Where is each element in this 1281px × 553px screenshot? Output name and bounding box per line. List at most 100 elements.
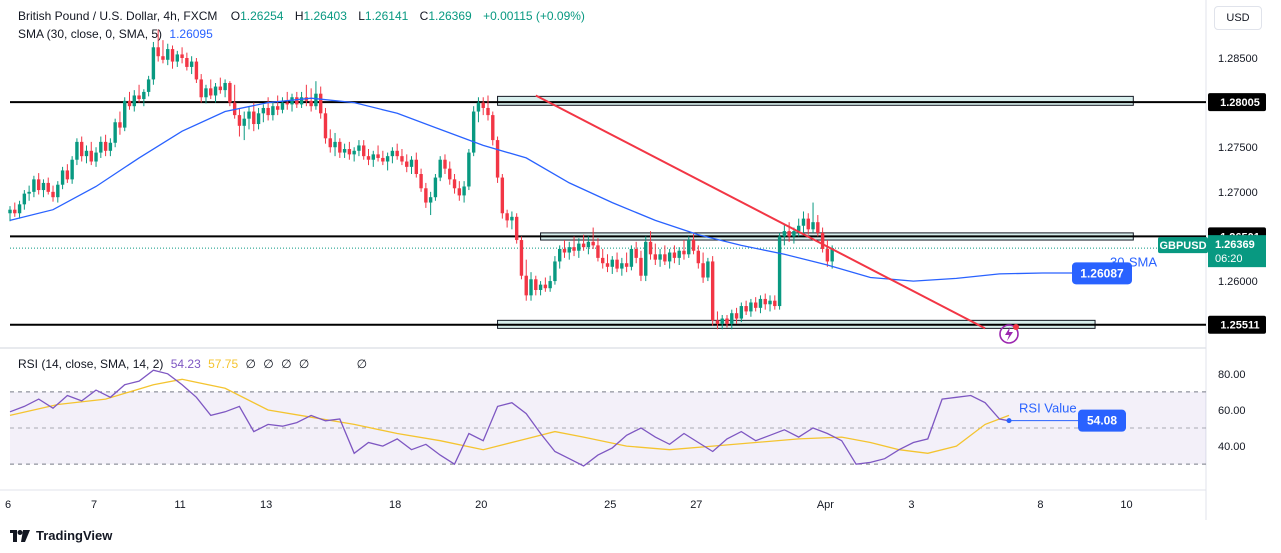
candle-body [280, 102, 285, 110]
sma-indicator-label[interactable]: SMA (30, close, 0, SMA, 5) [18, 27, 163, 41]
candle-body [123, 100, 127, 128]
candle-body [175, 54, 179, 62]
candle-body [734, 313, 739, 319]
symbol-header: British Pound / U.S. Dollar, 4h, FXCM O1… [18, 9, 589, 23]
candle-body [142, 91, 146, 100]
tradingview-logo[interactable]: TradingView [10, 528, 112, 543]
candle-body [252, 111, 256, 125]
candle-body [357, 145, 361, 151]
candle-body [481, 102, 485, 108]
time-tick-3: 13 [260, 499, 272, 511]
rsi-indicator-label[interactable]: RSI (14, close, SMA, 14, 2) [18, 357, 164, 371]
price-tick-2: 1.27000 [1218, 187, 1258, 199]
candle-body [749, 302, 753, 312]
candle-body [146, 79, 151, 92]
candle-body [792, 231, 796, 237]
sma-value-box: 1.26087 [1072, 262, 1132, 285]
candle-body [667, 252, 672, 262]
candle-body [639, 257, 643, 276]
candle-body [419, 174, 423, 189]
candle-body [180, 54, 184, 58]
time-tick-6: 25 [604, 499, 616, 511]
candle-body [137, 95, 141, 100]
current-price-tag: GBPUSD 1.26369 06:20 [1158, 235, 1266, 268]
level-tag-0 [1208, 93, 1266, 112]
currency-button[interactable]: USD [1214, 6, 1262, 30]
symbol-title[interactable]: British Pound / U.S. Dollar, 4h, FXCM [18, 9, 218, 23]
price-tick-1: 1.27500 [1218, 142, 1258, 154]
rsi-axis: 80.00 60.00 40.00 [1218, 369, 1246, 453]
candle-body [333, 141, 337, 148]
candle-body [223, 82, 227, 91]
price-tick-0: 1.28500 [1218, 53, 1258, 65]
candle-body [768, 300, 772, 305]
time-tick-11: 10 [1120, 499, 1132, 511]
candle-body [820, 232, 825, 249]
candle-body [634, 248, 638, 258]
candle-body [701, 263, 705, 278]
candle-body [691, 240, 696, 251]
candle-body [17, 204, 22, 214]
candle-body [586, 241, 591, 248]
time-tick-5: 20 [475, 499, 487, 511]
candle-body [543, 284, 548, 289]
candle-body [113, 122, 117, 143]
candle-body [290, 97, 294, 105]
rsi-header: RSI (14, close, SMA, 14, 2) 54.23 57.75 … [18, 357, 371, 371]
candle-body [777, 236, 782, 307]
rsi-extra-2: ∅ [281, 357, 292, 371]
rsi-pane[interactable]: 80.00 60.00 40.00 RSI Value 54.08 [9, 369, 1246, 467]
candle-body [8, 209, 12, 214]
rsi-ma-value: 57.75 [208, 357, 239, 371]
low-value: 1.26141 [364, 9, 409, 23]
candle-body [371, 154, 375, 160]
time-tick-9: 3 [908, 499, 914, 511]
change-value: +0.00115 (+0.09%) [483, 9, 585, 23]
candle-body [524, 275, 528, 296]
candle-body [309, 100, 313, 107]
candle-body [118, 122, 122, 128]
candle-body [400, 156, 404, 162]
candle-body [189, 61, 194, 67]
sr-zone-0 [497, 95, 1134, 106]
candle-body [720, 318, 724, 324]
candle-body [323, 113, 328, 139]
low-label: L [358, 9, 365, 23]
candle-body [414, 159, 418, 174]
candle-body [581, 243, 586, 248]
candle-body [514, 216, 519, 241]
candle-body [591, 241, 595, 246]
candle-body [758, 298, 763, 308]
candle-body [27, 191, 31, 194]
candle-body [409, 159, 414, 167]
candle-body [60, 170, 65, 185]
flash-icon[interactable] [999, 324, 1019, 344]
candle-body [562, 248, 567, 253]
candle-body [390, 150, 395, 157]
level-value-2: 1.25511 [1220, 320, 1259, 332]
candle-body [495, 140, 500, 178]
rsi-tick-1: 60.00 [1218, 405, 1246, 417]
candle-body [271, 106, 275, 116]
candle-body [710, 261, 715, 321]
rsi-tick-2: 40.00 [1218, 441, 1246, 453]
open-value: 1.26254 [240, 9, 284, 23]
candle-body [629, 248, 634, 267]
rsi-band [10, 391, 1206, 465]
candle-body [242, 118, 246, 126]
candle-body [275, 106, 280, 110]
candle-body [194, 61, 199, 80]
candle-body [658, 254, 662, 260]
candle-body [338, 141, 342, 153]
candle-body [342, 149, 347, 153]
candle-body [801, 218, 806, 226]
candle-body [519, 240, 524, 276]
trendline [535, 94, 986, 330]
price-pane[interactable]: 30-SMA 1.26087 1.280051.265011.255111.28… [0, 0, 1266, 520]
candle-body [787, 231, 791, 237]
candle-body [84, 150, 89, 157]
candle-body [161, 56, 165, 60]
candle-body [653, 254, 657, 260]
candle-body [486, 107, 490, 116]
